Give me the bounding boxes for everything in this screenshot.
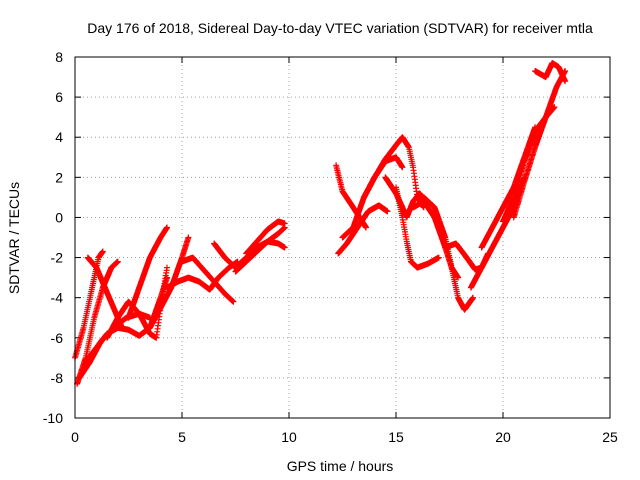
data-series-26 <box>510 68 569 221</box>
x-tick-label: 10 <box>281 429 297 445</box>
y-tick-label: 8 <box>55 49 63 65</box>
series-group <box>72 60 569 387</box>
y-tick-label: -8 <box>51 370 64 386</box>
x-tick-label: 0 <box>71 429 79 445</box>
plus-markers-series-7 <box>125 224 170 321</box>
x-axis-label: GPS time / hours <box>287 458 394 474</box>
plus-markers-series-11 <box>211 238 288 271</box>
y-tick-label: 0 <box>55 209 63 225</box>
plus-markers-series-15 <box>335 202 391 257</box>
plus-markers-series-21 <box>420 194 476 313</box>
y-tick-label: -4 <box>51 290 64 306</box>
y-tick-label: 6 <box>55 89 63 105</box>
y-tick-label: -2 <box>51 250 64 266</box>
y-tick-label: 4 <box>55 129 63 145</box>
y-tick-label: -10 <box>43 410 63 426</box>
plus-markers-series-13 <box>243 218 288 257</box>
data-series-12 <box>232 224 288 275</box>
y-tick-label: -6 <box>51 330 64 346</box>
x-tick-label: 25 <box>602 429 618 445</box>
data-series-7 <box>125 224 170 321</box>
chart-title: Day 176 of 2018, Sidereal Day-to-day VTE… <box>87 20 593 36</box>
data-series-21 <box>420 194 476 313</box>
data-series-11 <box>211 238 288 271</box>
grid <box>75 57 610 418</box>
plus-markers-series-27 <box>532 60 569 85</box>
plus-markers-series-19 <box>393 184 442 271</box>
plus-markers-series-26 <box>510 68 569 221</box>
y-tick-labels: -10 -8 -6 -4 -2 0 2 4 6 8 <box>43 49 63 426</box>
data-series-13 <box>243 218 288 257</box>
data-series-27 <box>532 60 569 85</box>
data-series-10 <box>179 254 237 305</box>
plot-frame <box>74 56 611 419</box>
x-tick-label: 20 <box>495 429 511 445</box>
y-axis-label: SDTVAR / TECUs <box>6 182 22 294</box>
x-tick-label: 5 <box>178 429 186 445</box>
plus-markers-series-12 <box>232 224 288 275</box>
data-series-19 <box>393 184 442 271</box>
plus-markers-series-10 <box>179 254 237 305</box>
data-series-15 <box>335 202 391 257</box>
y-tick-label: 2 <box>55 169 63 185</box>
x-tick-label: 15 <box>388 429 404 445</box>
x-tick-labels: 0 5 10 15 20 25 <box>71 429 618 445</box>
